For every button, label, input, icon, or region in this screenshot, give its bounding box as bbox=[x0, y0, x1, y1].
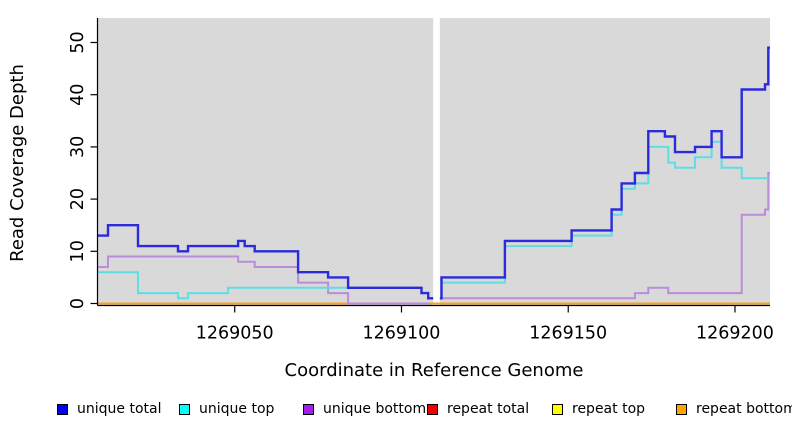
legend-item-repeat-bottom: repeat bottom bbox=[676, 399, 792, 419]
x-axis-title: Coordinate in Reference Genome bbox=[284, 360, 584, 381]
legend-swatch-repeat-bottom bbox=[676, 403, 687, 415]
legend-item-unique-top: unique top bbox=[179, 399, 274, 419]
y-tick-label: 20 bbox=[68, 188, 88, 210]
legend-swatch-unique-top bbox=[179, 403, 190, 415]
unique-total-line bbox=[98, 46, 770, 300]
x-tick-label: 1269150 bbox=[529, 324, 607, 344]
y-axis-title: Read Coverage Depth bbox=[7, 64, 28, 262]
legend-label: unique total bbox=[77, 401, 162, 417]
y-tick-label: 30 bbox=[68, 136, 88, 158]
legend-swatch-repeat-total bbox=[427, 403, 438, 415]
x-tick-label: 1269100 bbox=[363, 324, 441, 344]
legend-label: unique bottom bbox=[323, 401, 427, 417]
legend-label: repeat top bbox=[572, 401, 646, 417]
coverage-chart: 1269050 1269100 1269150 1269200 0 10 20 30 40 50 bbox=[68, 18, 774, 344]
x-tick-label: 1269200 bbox=[696, 324, 774, 344]
legend-label: unique top bbox=[199, 401, 275, 417]
legend-item-unique-total: unique total bbox=[57, 399, 161, 419]
y-tick-label: 50 bbox=[68, 31, 88, 53]
legend-item-unique-bottom: unique bottom bbox=[303, 399, 426, 419]
y-tick-label: 0 bbox=[68, 298, 88, 309]
y-tick-label: 40 bbox=[68, 84, 88, 106]
y-tick-label: 10 bbox=[68, 240, 88, 262]
legend-swatch-repeat-top bbox=[552, 403, 563, 415]
legend-item-repeat-total: repeat total bbox=[427, 399, 529, 419]
legend-item-repeat-top: repeat top bbox=[552, 399, 645, 419]
masked-region bbox=[433, 18, 440, 305]
x-tick-label: 1269050 bbox=[196, 324, 274, 344]
legend-label: repeat bottom bbox=[696, 401, 792, 417]
legend-swatch-unique-total bbox=[57, 403, 68, 415]
chart-legend: unique total unique top unique bottom repea… bbox=[0, 399, 792, 423]
legend-swatch-unique-bottom bbox=[303, 403, 314, 415]
legend-label: repeat total bbox=[447, 401, 530, 417]
